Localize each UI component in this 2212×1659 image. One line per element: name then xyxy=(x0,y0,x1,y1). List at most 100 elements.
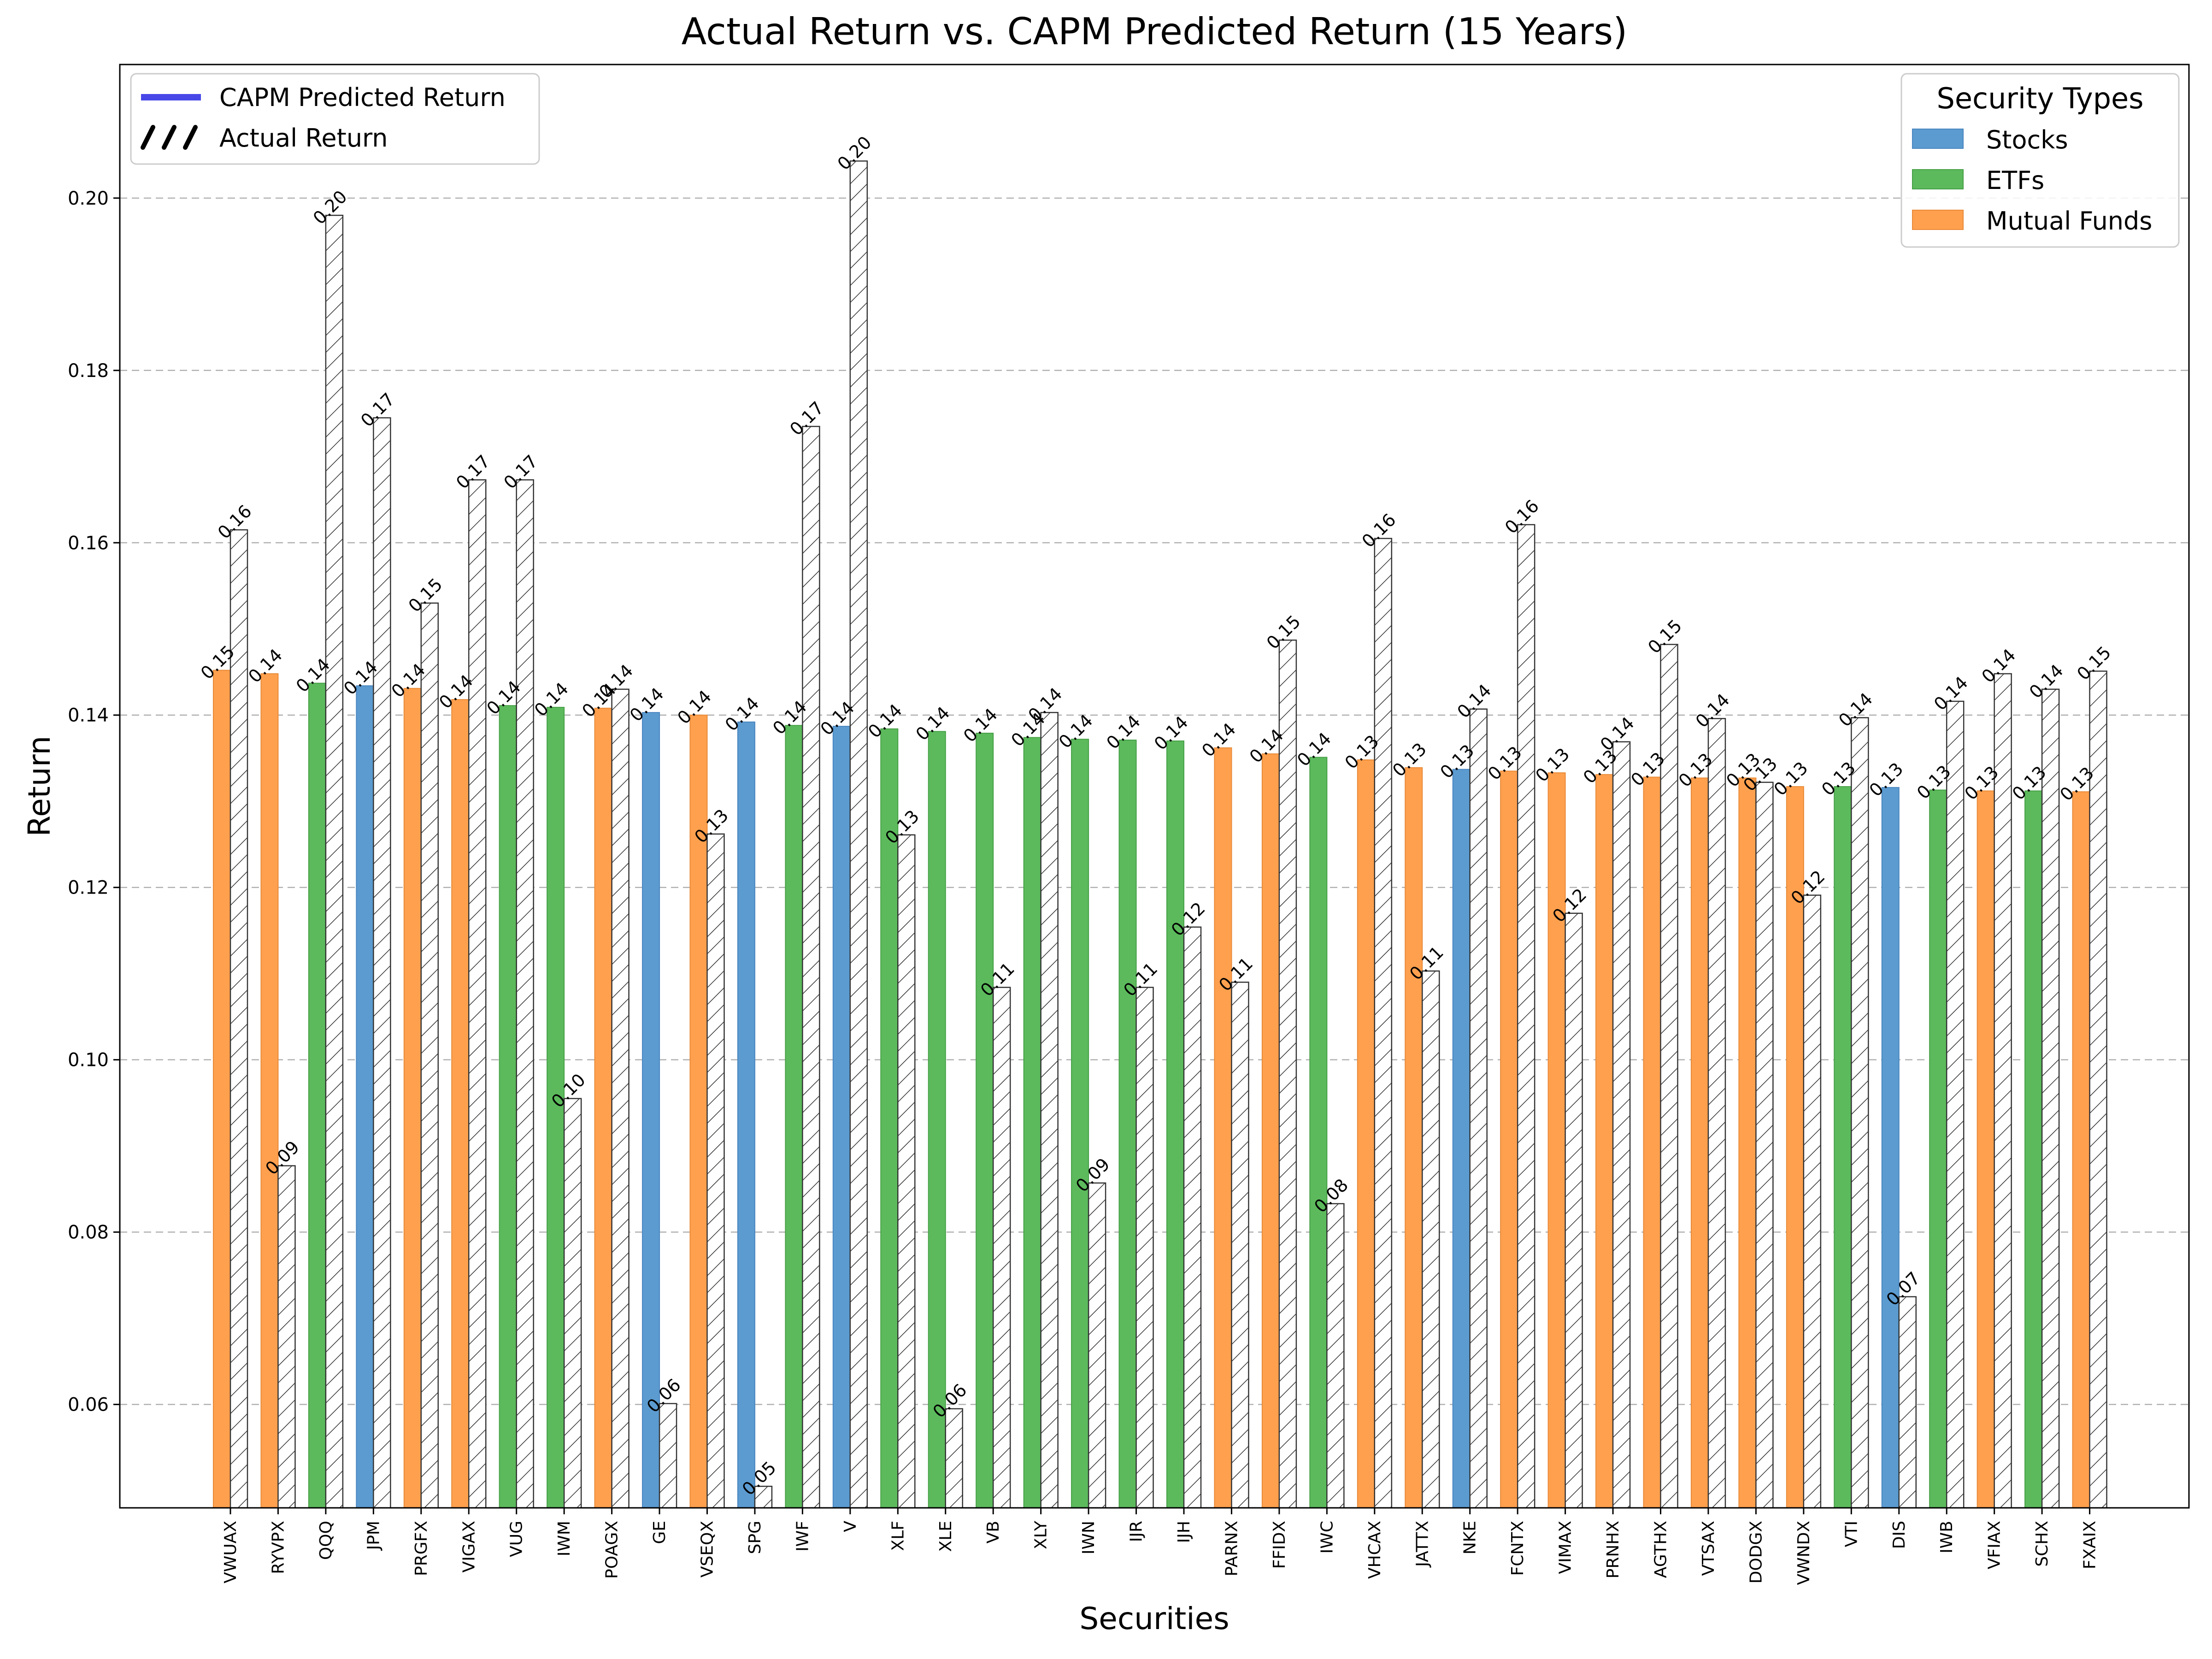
x-tick-label: FFIDX xyxy=(1270,1521,1289,1569)
predicted-bar xyxy=(737,721,755,1508)
x-tick-label: GE xyxy=(650,1521,669,1544)
mutual-funds-legend-label: Mutual Funds xyxy=(1986,206,2152,235)
actual-bar-hatch xyxy=(850,161,867,1508)
predicted-bar xyxy=(1643,777,1661,1508)
actual-bar-hatch xyxy=(1899,1296,1916,1508)
x-tick-label: IJR xyxy=(1127,1521,1146,1542)
x-tick-label: DIS xyxy=(1890,1521,1909,1549)
x-tick-label: XLF xyxy=(888,1521,907,1551)
predicted-bar xyxy=(2072,791,2090,1508)
bars xyxy=(213,160,2107,1509)
actual-bar-hatch xyxy=(278,1165,295,1508)
x-tick-label: PARNX xyxy=(1222,1521,1241,1577)
actual-bar-hatch xyxy=(373,418,391,1508)
x-tick-label: FXAIX xyxy=(2081,1521,2100,1569)
x-tick-label: IWF xyxy=(793,1521,812,1552)
stocks-legend-label: Stocks xyxy=(1986,125,2068,154)
predicted-bar xyxy=(1357,759,1375,1508)
x-tick-label: VTI xyxy=(1842,1521,1861,1547)
x-tick-label: VWNDX xyxy=(1794,1521,1813,1585)
actual-bar-hatch xyxy=(993,987,1011,1508)
x-axis: VWUAX RYVPX QQQ JPM PRGFX VIGAX VUG IWM POAGX GE V… xyxy=(221,1508,2100,1585)
x-tick-label: RYVPX xyxy=(269,1521,288,1574)
actual-bar-hatch xyxy=(1088,1183,1106,1508)
x-axis-label: Securities xyxy=(1079,1601,1229,1636)
actual-bar-hatch xyxy=(659,1403,677,1508)
chart-title: Actual Return vs. CAPM Predicted Return … xyxy=(682,10,1628,53)
predicted-bar xyxy=(451,699,470,1508)
actual-bar-hatch xyxy=(754,1486,772,1508)
predicted-bar xyxy=(1405,767,1423,1508)
actual-bar-hatch xyxy=(1708,718,1725,1508)
x-tick-label: SCHX xyxy=(2033,1521,2052,1567)
x-tick-label: PRGFX xyxy=(412,1521,431,1576)
x-tick-label: IJH xyxy=(1175,1521,1194,1543)
predicted-bar xyxy=(1071,739,1089,1508)
predicted-bar xyxy=(1547,772,1566,1508)
actual-bar-hatch xyxy=(1374,538,1392,1508)
actual-legend-label: Actual Return xyxy=(219,124,388,153)
x-tick-label: VSEQX xyxy=(698,1521,717,1577)
x-tick-label: XLE xyxy=(936,1521,955,1552)
predicted-bar xyxy=(1881,787,1900,1508)
actual-bar-hatch xyxy=(1136,987,1153,1508)
predicted-bar xyxy=(1118,739,1137,1508)
x-tick-label: IWM xyxy=(555,1521,574,1556)
actual-bar-hatch xyxy=(469,480,486,1508)
types-legend: Security Types Stocks ETFs Mutual Funds xyxy=(1900,73,2180,248)
x-tick-label: VTSAX xyxy=(1699,1521,1718,1576)
predicted-bar xyxy=(785,725,803,1508)
predicted-bar xyxy=(928,731,946,1508)
predicted-bar xyxy=(213,670,231,1508)
predicted-bar xyxy=(260,673,279,1508)
x-tick-label: PRNHX xyxy=(1604,1521,1623,1578)
predicted-bar xyxy=(308,682,326,1508)
actual-bar-hatch xyxy=(1231,982,1249,1508)
x-tick-label: XLY xyxy=(1032,1520,1051,1549)
predicted-bar xyxy=(1309,757,1328,1508)
y-tick-label: 0.08 xyxy=(68,1222,109,1243)
y-tick-label: 0.18 xyxy=(68,360,109,382)
predicted-bar xyxy=(1261,753,1280,1508)
actual-bar-hatch xyxy=(325,215,343,1508)
y-tick-label: 0.16 xyxy=(68,533,109,554)
actual-bar-hatch xyxy=(2042,689,2059,1508)
actual-bar-hatch xyxy=(1041,712,1058,1508)
predicted-bar xyxy=(499,705,517,1508)
actual-bar-hatch xyxy=(1184,927,1201,1508)
x-tick-label: VWUAX xyxy=(221,1521,240,1583)
y-tick-label: 0.20 xyxy=(68,188,109,209)
actual-bar-hatch xyxy=(1947,701,1964,1508)
x-tick-label: V xyxy=(841,1521,860,1532)
stocks-legend-swatch xyxy=(1912,129,1964,149)
predicted-bar xyxy=(1452,769,1471,1508)
x-tick-label: JPM xyxy=(364,1521,383,1551)
predicted-bar xyxy=(1595,774,1614,1508)
x-tick-label: IWC xyxy=(1318,1521,1336,1553)
predicted-bar xyxy=(2024,790,2043,1508)
predicted-bar xyxy=(976,733,994,1508)
y-tick-label: 0.06 xyxy=(68,1394,109,1416)
actual-bar-hatch xyxy=(1613,741,1630,1508)
actual-bar-hatch xyxy=(516,480,534,1508)
x-tick-label: VUG xyxy=(507,1521,526,1557)
capm-legend-label: CAPM Predicted Return xyxy=(219,83,506,112)
actual-legend-swatch xyxy=(141,125,198,150)
actual-bar-hatch xyxy=(1803,895,1821,1508)
x-tick-label: IWB xyxy=(1937,1521,1956,1553)
predicted-bar xyxy=(1500,771,1518,1508)
y-grid xyxy=(120,197,2189,1405)
actual-bar-hatch xyxy=(1327,1203,1344,1508)
predicted-bar xyxy=(594,707,612,1508)
x-tick-label: VFIAX xyxy=(1985,1521,2004,1569)
predicted-bar xyxy=(1214,747,1232,1508)
actual-bar-hatch xyxy=(1518,524,1535,1508)
actual-bar-hatch xyxy=(421,603,438,1508)
etfs-legend-swatch xyxy=(1912,169,1964,189)
actual-bar-hatch xyxy=(1756,782,1773,1508)
predicted-bar xyxy=(1929,789,1947,1508)
x-tick-label: VIMAX xyxy=(1556,1521,1575,1574)
actual-bar-hatch xyxy=(612,689,629,1508)
actual-bar-hatch xyxy=(564,1098,582,1508)
x-tick-label: VIGAX xyxy=(459,1521,478,1572)
